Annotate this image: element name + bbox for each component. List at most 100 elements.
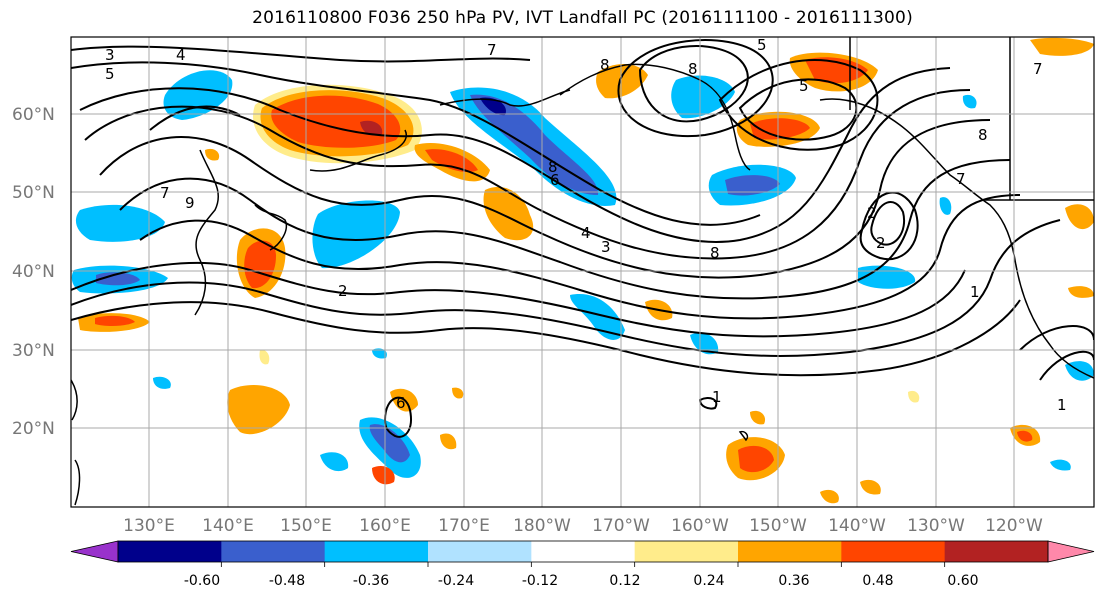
contour-label: 7	[160, 184, 170, 202]
pv-contours	[71, 39, 1094, 438]
pv-negative-patch	[320, 452, 349, 472]
contour-label: 5	[799, 77, 809, 95]
colorbar-tick-labels: -0.60 -0.48 -0.36 -0.24 -0.12 0.12 0.24 …	[184, 573, 979, 589]
pv-negative-patch	[75, 204, 165, 242]
colorbar	[70, 540, 1095, 567]
colorbar-extension-low	[70, 540, 119, 563]
gridlines	[71, 37, 1094, 507]
colorbar-tick-label: 0.36	[778, 573, 809, 589]
pv-negative-patch	[369, 424, 410, 463]
pv-negative-patch	[153, 376, 171, 389]
map-frame	[70, 36, 1095, 508]
longitude-labels: 130°E 140°E 150°E 160°E 170°E 180°W 170°…	[123, 516, 1043, 536]
contour-label: 3	[601, 238, 611, 256]
pv-positive-patch	[1017, 430, 1033, 442]
colorbar-frame	[117, 540, 1049, 563]
contour-label: 7	[487, 41, 497, 59]
lon-label: 120°W	[985, 516, 1043, 536]
colorbar-tick-label: 0.12	[609, 573, 640, 589]
colorbar-segment	[634, 541, 739, 562]
colorbar-tick-label: 0.60	[947, 573, 978, 589]
contour-label: 9	[185, 194, 195, 212]
map-panel	[71, 37, 1094, 507]
contour-label: 2	[867, 204, 877, 222]
pv-positive-patch	[227, 385, 290, 435]
contour-label: 8	[548, 158, 558, 176]
contour-label: 7	[1033, 60, 1043, 78]
pv-positive-patch	[425, 149, 478, 173]
pv-positive-patch	[820, 489, 839, 504]
pv-positive-patch	[805, 57, 868, 84]
pv-positive-patch	[908, 390, 920, 403]
lon-label: 170°W	[592, 516, 650, 536]
pv-negative-patch	[372, 348, 387, 359]
pv-positive-patch	[95, 315, 135, 327]
pv-negative-patch	[962, 94, 977, 109]
pv-positive-patch	[440, 433, 457, 450]
lat-label: 60°N	[12, 105, 55, 125]
pv-positive-patch	[750, 410, 766, 425]
pv-negative-patch	[671, 75, 735, 119]
colorbar-segment	[118, 541, 222, 562]
colorbar-tick-label: 0.48	[862, 573, 893, 589]
colorbar-segment	[324, 541, 429, 562]
contour-labels: 3 4 5 7 8 8 5 5 7 8 7 9 6 8 2 4 3 8 2 2 …	[105, 36, 1067, 414]
pv-positive-patch	[596, 64, 648, 99]
pv-positive-patch	[738, 445, 774, 473]
map-title: 2016110800 F036 250 hPa PV, IVT Landfall…	[252, 8, 913, 28]
contour-label: 4	[581, 224, 591, 242]
contour-label: 3	[105, 46, 115, 64]
lat-label: 30°N	[12, 341, 55, 361]
contour-label: 8	[978, 126, 988, 144]
pv-positive-patch	[750, 118, 810, 140]
pv-positive-patch	[205, 148, 220, 161]
pv-anomaly-fills	[71, 37, 1094, 504]
contour-label: 4	[176, 46, 186, 64]
pv-negative-patch	[690, 332, 719, 355]
pv-positive-patch	[1065, 204, 1094, 230]
pv-positive-patch	[452, 387, 464, 399]
contour-label: 1	[970, 283, 980, 301]
colorbar-tick-label: -0.12	[522, 573, 558, 589]
contour-label: 8	[600, 56, 610, 74]
lat-label: 40°N	[12, 262, 55, 282]
pv-negative-patch	[1050, 459, 1071, 471]
contour-label: 6	[396, 394, 406, 412]
pv-positive-patch	[259, 349, 270, 365]
pv-negative-patch	[939, 197, 952, 215]
lon-label: 160°E	[359, 516, 411, 536]
contour-label: 7	[956, 170, 966, 188]
contour-label: 1	[712, 388, 722, 406]
contour-label: 5	[757, 36, 767, 54]
contour-label: 1	[1057, 396, 1067, 414]
colorbar-segment	[428, 541, 532, 562]
pv-positive-patch	[1068, 286, 1094, 298]
lon-label: 180°W	[513, 516, 571, 536]
pv-positive-patch	[360, 120, 383, 136]
colorbar-segment	[841, 541, 946, 562]
coastlines	[71, 37, 1094, 506]
lon-label: 150°W	[749, 516, 807, 536]
colorbar-segment	[221, 541, 326, 562]
lon-label: 130°E	[123, 516, 175, 536]
pv-positive-patch	[372, 465, 395, 485]
colorbar-tick-label: -0.36	[353, 573, 389, 589]
contour-label: 2	[338, 282, 348, 300]
contour-label: 2	[876, 234, 886, 252]
pv-negative-patch	[570, 294, 625, 340]
colorbar-extension-high	[1047, 540, 1095, 563]
pv-positive-patch	[1030, 37, 1094, 56]
latitude-labels: 60°N 50°N 40°N 30°N 20°N	[12, 105, 55, 439]
lat-label: 20°N	[12, 419, 55, 439]
colorbar-tick-label: -0.48	[269, 573, 305, 589]
lon-label: 160°W	[671, 516, 729, 536]
colorbar-tick-label: 0.24	[693, 573, 724, 589]
contour-label: 8	[688, 60, 698, 78]
colorbar-segment	[738, 541, 842, 562]
pv-negative-patch	[725, 175, 780, 196]
pv-positive-patch	[860, 479, 881, 495]
lon-label: 140°W	[828, 516, 886, 536]
lon-label: 150°E	[280, 516, 332, 536]
contour-label: 6	[550, 171, 560, 189]
